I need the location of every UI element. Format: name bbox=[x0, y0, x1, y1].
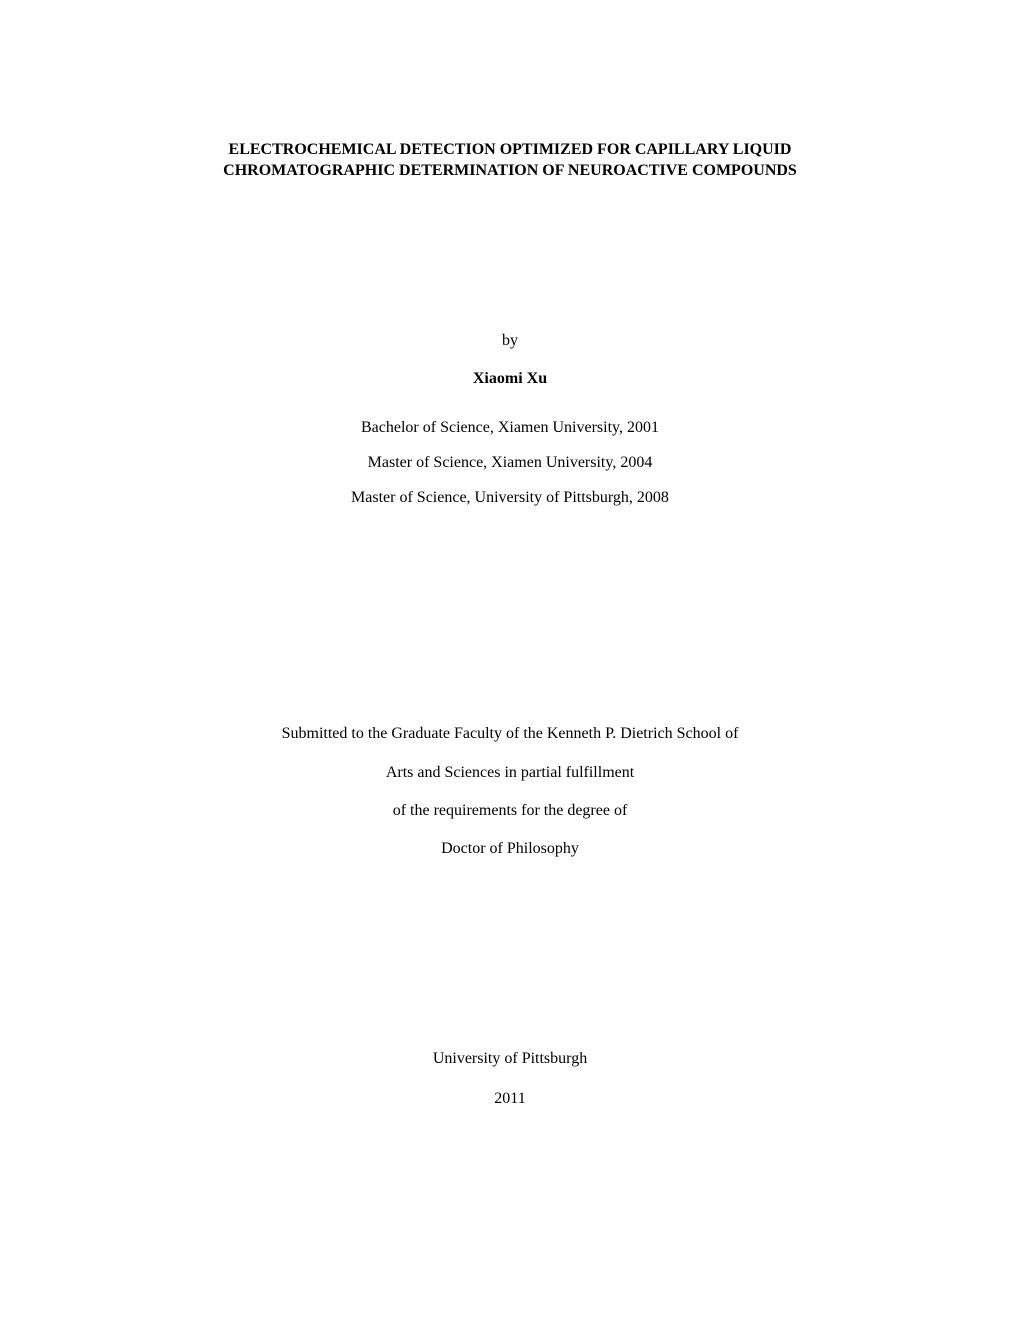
credentials-block: Bachelor of Science, Xiamen University, … bbox=[120, 410, 900, 516]
publication-year: 2011 bbox=[120, 1079, 900, 1119]
credential-item: Master of Science, University of Pittsbu… bbox=[120, 480, 900, 515]
by-label: by bbox=[120, 332, 900, 350]
credential-item: Bachelor of Science, Xiamen University, … bbox=[120, 410, 900, 445]
dissertation-title: ELECTROCHEMICAL DETECTION OPTIMIZED FOR … bbox=[120, 140, 900, 182]
footer-block: University of Pittsburgh 2011 bbox=[120, 1039, 900, 1119]
submission-line: Submitted to the Graduate Faculty of the… bbox=[120, 715, 900, 753]
author-name: Xiaomi Xu bbox=[120, 370, 900, 388]
submission-statement: Submitted to the Graduate Faculty of the… bbox=[120, 715, 900, 869]
institution-name: University of Pittsburgh bbox=[120, 1039, 900, 1079]
submission-line: of the requirements for the degree of bbox=[120, 792, 900, 830]
submission-line: Doctor of Philosophy bbox=[120, 830, 900, 868]
title-line-1: ELECTROCHEMICAL DETECTION OPTIMIZED FOR … bbox=[120, 140, 900, 161]
submission-line: Arts and Sciences in partial fulfillment bbox=[120, 754, 900, 792]
credential-item: Master of Science, Xiamen University, 20… bbox=[120, 445, 900, 480]
title-line-2: CHROMATOGRAPHIC DETERMINATION OF NEUROAC… bbox=[120, 161, 900, 182]
